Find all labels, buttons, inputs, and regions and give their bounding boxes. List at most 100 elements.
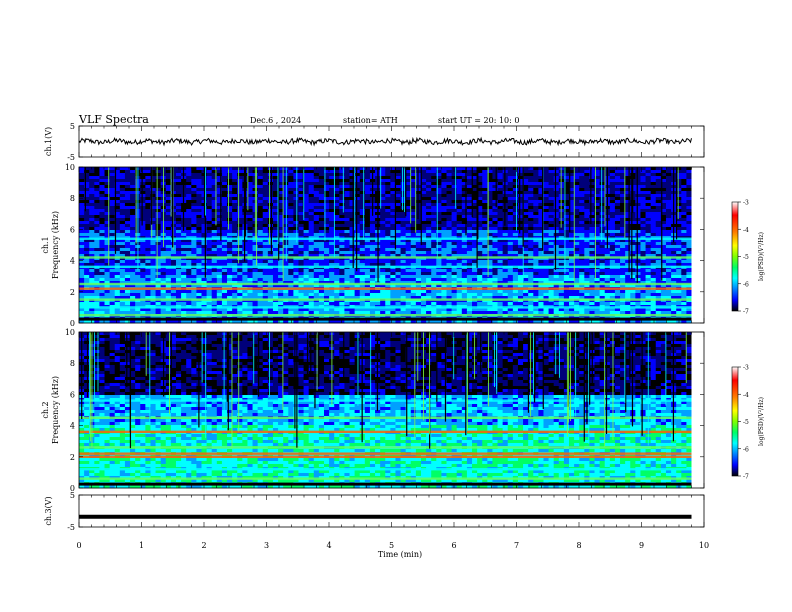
spectrogram-cell: [410, 272, 417, 276]
spectrogram-cell: [130, 284, 136, 288]
spectrogram-cell: [558, 182, 565, 186]
spectrogram-cell: [130, 206, 136, 210]
spectrogram-cell: [313, 218, 320, 222]
spectrogram-cell: [380, 224, 386, 228]
spectrogram-cell: [420, 182, 427, 186]
spectrogram-cell: [99, 206, 105, 210]
spectrogram-cell: [318, 215, 325, 219]
spectrogram-cell: [298, 215, 304, 219]
spectrogram-cell: [655, 176, 662, 180]
spectrogram-cell: [298, 230, 304, 234]
spectrogram-cell: [324, 167, 330, 171]
spectrogram-cell: [354, 212, 361, 216]
spectrogram-cell: [99, 173, 105, 177]
spectrogram-cell: [324, 251, 330, 255]
spectrogram-cell: [594, 191, 601, 195]
spectrogram-cell: [579, 242, 585, 246]
spectrogram-cell: [645, 221, 652, 225]
spectrogram-cell: [548, 275, 555, 279]
spectrogram-cell: [380, 263, 386, 267]
spectrogram-cell: [206, 215, 213, 219]
spectrogram-cell: [94, 209, 100, 213]
spectrogram-cell: [339, 278, 345, 282]
spectrogram-cell: [155, 221, 162, 225]
spectrogram-cell: [155, 167, 162, 171]
spectrogram-cell: [543, 218, 549, 222]
spectrogram-cell: [124, 242, 131, 246]
spectrogram-cell: [507, 173, 514, 177]
spectrogram-cell: [579, 260, 585, 264]
spectrogram-cell: [278, 281, 284, 285]
spectrogram-cell: [553, 272, 560, 276]
spectrogram-cell: [84, 185, 90, 189]
spectrogram-cell: [466, 221, 473, 225]
spectrogram-cell: [579, 176, 585, 180]
spectrogram-cell: [405, 260, 412, 264]
spectrogram-cell: [574, 272, 580, 276]
spectrogram-cell: [665, 191, 672, 195]
spectrogram-cell: [441, 263, 447, 267]
spectrogram-cell: [380, 257, 386, 261]
spectrogram-cell: [446, 212, 453, 216]
spectrogram-cell: [267, 188, 274, 192]
spectrogram-cell: [579, 167, 585, 171]
spectrogram-cell: [293, 245, 299, 249]
spectrogram-cell: [512, 170, 519, 174]
spectrogram-cell: [211, 203, 218, 207]
spectrogram-cell: [196, 170, 202, 174]
spectrogram-cell: [482, 263, 488, 267]
spectrogram-cell: [676, 176, 682, 180]
spectrogram-cell: [155, 251, 162, 255]
spectrogram-cell: [650, 278, 657, 282]
spectrogram-cell: [426, 254, 432, 258]
spectrogram-cell: [227, 221, 233, 225]
spectrogram-cell: [671, 281, 677, 285]
spectrogram-cell: [681, 278, 687, 282]
spectrogram-cell: [221, 245, 228, 249]
spectrogram-cell: [461, 209, 468, 213]
spectrogram-cell: [114, 200, 121, 204]
spectrogram-cell: [267, 212, 274, 216]
spectrogram-cell: [303, 200, 310, 204]
spectrogram-cell: [620, 242, 626, 246]
spectrogram-cell: [574, 251, 580, 255]
spectrogram-cell: [645, 212, 652, 216]
spectrogram-cell: [660, 212, 667, 216]
spectrogram-cell: [298, 257, 304, 261]
spectrogram-cell: [354, 278, 361, 282]
spectrogram-cell: [436, 185, 442, 189]
spectrogram-cell: [431, 206, 437, 210]
spectrogram-cell: [599, 212, 606, 216]
spectrogram-cell: [130, 188, 136, 192]
spectrogram-cell: [237, 200, 243, 204]
spectrogram-cell: [104, 272, 111, 276]
spectrogram-cell: [681, 176, 687, 180]
spectrogram-cell: [665, 185, 672, 189]
spectrogram-cell: [640, 182, 646, 186]
spectrogram-cell: [538, 173, 544, 177]
spectrogram-cell: [390, 242, 396, 246]
spectrogram-cell: [456, 203, 463, 207]
spectrogram-cell: [390, 227, 396, 231]
spectrogram-cell: [216, 203, 223, 207]
spectrogram-cell: [420, 230, 427, 234]
spectrogram-cell: [359, 170, 366, 174]
spectrogram-cell: [288, 242, 294, 246]
spectrogram-cell: [216, 269, 223, 273]
spectrogram-cell: [553, 233, 560, 237]
spectrogram-cell: [466, 245, 473, 249]
spectrogram-cell: [221, 212, 228, 216]
spectrogram-cell: [196, 185, 202, 189]
spectrogram-cell: [528, 197, 534, 201]
spectrogram-cell: [584, 194, 590, 198]
spectrogram-cell: [528, 218, 534, 222]
spectrogram-cell: [272, 260, 279, 264]
spectrogram-cell: [681, 230, 687, 234]
spectrogram-cell: [543, 194, 549, 198]
spectrogram-cell: [191, 248, 197, 252]
spectrogram-cell: [99, 257, 105, 261]
spectrogram-cell: [528, 230, 534, 234]
spectrogram-cell: [589, 179, 595, 183]
spectrogram-cell: [574, 242, 580, 246]
spectrogram-cell: [609, 263, 616, 267]
